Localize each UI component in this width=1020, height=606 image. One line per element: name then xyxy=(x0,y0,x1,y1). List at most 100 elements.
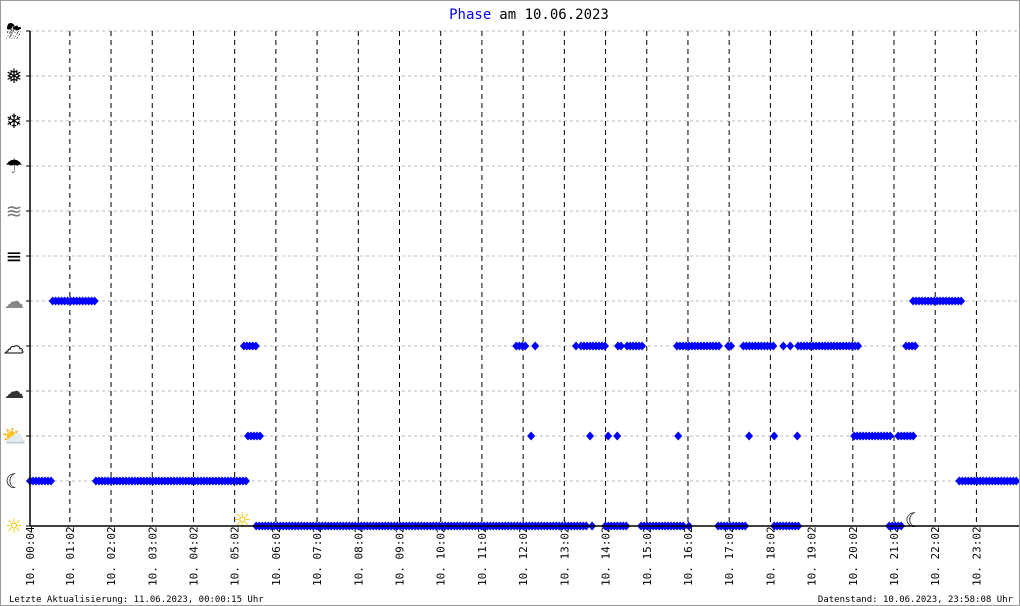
data-point xyxy=(638,341,647,351)
sun-icon: ☼ xyxy=(5,514,23,538)
data-point xyxy=(531,341,540,351)
data-state-text: Datenstand: 10.06.2023, 23:58:08 Uhr xyxy=(818,595,1014,605)
data-segment-cloud xyxy=(672,341,723,351)
data-segment-cloud xyxy=(576,341,609,351)
data-point xyxy=(714,341,723,351)
data-point xyxy=(1012,476,1019,486)
moon-icon: ☾ xyxy=(5,469,23,493)
data-point xyxy=(854,341,863,351)
data-segment-cloud xyxy=(572,341,581,351)
data-segment-cloud xyxy=(623,341,647,351)
sleet-icon: ❄ xyxy=(6,109,23,133)
data-segment-sun-behind-cloud xyxy=(674,431,683,441)
x-tick-label: 10. 00:04 xyxy=(24,526,37,586)
x-tick-label: 10. 10:02 xyxy=(435,526,448,586)
data-segment-cloud xyxy=(902,341,920,351)
data-point xyxy=(674,431,683,441)
data-segment-cloud xyxy=(779,341,788,351)
data-segment-cloud xyxy=(786,341,795,351)
data-point xyxy=(90,296,99,306)
chart-title-highlight: Phase xyxy=(449,7,491,23)
x-tick-label: 10. 11:02 xyxy=(476,526,489,586)
data-point xyxy=(255,431,264,441)
data-point xyxy=(886,431,895,441)
fog-icon: ≡ xyxy=(6,244,23,268)
data-point xyxy=(521,341,530,351)
data-point xyxy=(745,431,754,441)
sunset-moon-icon: ☾ xyxy=(905,508,923,532)
data-segment-overcast-cloud xyxy=(48,296,99,306)
data-point xyxy=(769,341,778,351)
data-point xyxy=(786,341,795,351)
data-point xyxy=(909,431,918,441)
x-tick-label: 10. 15:02 xyxy=(641,526,654,586)
data-segment-sun-behind-cloud xyxy=(613,431,622,441)
data-segment-sun-behind-cloud xyxy=(745,431,754,441)
data-point xyxy=(604,431,613,441)
x-tick-label: 10. 02:02 xyxy=(105,526,118,586)
x-tick-label: 10. 06:02 xyxy=(270,526,283,586)
data-segment-sun-behind-cloud xyxy=(793,431,802,441)
data-segment-cloud xyxy=(239,341,260,351)
data-segment-sun-behind-cloud xyxy=(604,431,613,441)
data-point xyxy=(241,476,250,486)
data-segment-sun-behind-cloud xyxy=(586,431,595,441)
x-tick-label: 10. 23:02 xyxy=(970,526,983,586)
x-tick-label: 10. 13:02 xyxy=(558,526,571,586)
moon-behind-cloud-icon: ☁ xyxy=(4,379,24,403)
cloud-icon: ☁ xyxy=(4,334,24,358)
chart-title: Phase am 10.06.2023 xyxy=(449,7,609,23)
data-segment-cloud xyxy=(794,341,863,351)
data-point xyxy=(793,431,802,441)
data-segment-cloud xyxy=(724,341,736,351)
data-segment-cloud xyxy=(531,341,540,351)
x-tick-label: 10. 09:02 xyxy=(394,526,407,586)
data-segment-sun-behind-cloud xyxy=(527,431,536,441)
x-tick-label: 10. 14:02 xyxy=(600,526,613,586)
data-point xyxy=(251,341,260,351)
chart-title-rest: am 10.06.2023 xyxy=(499,7,609,23)
data-segment-cloud xyxy=(739,341,778,351)
sunrise-sun-icon: ☼ xyxy=(233,508,251,532)
mist-icon: ≋ xyxy=(6,199,23,223)
data-point xyxy=(770,431,779,441)
x-tick-label: 10. 03:02 xyxy=(146,526,159,586)
x-tick-label: 10. 22:02 xyxy=(929,526,942,586)
data-point xyxy=(586,431,595,441)
data-point xyxy=(617,341,626,351)
x-tick-label: 10. 17:02 xyxy=(723,526,736,586)
data-segment-sun-behind-cloud xyxy=(850,431,895,441)
data-point xyxy=(727,341,736,351)
last-update-text: Letzte Aktualisierung: 11.06.2023, 00:00… xyxy=(9,595,264,605)
data-point xyxy=(779,341,788,351)
data-segment-cloud xyxy=(512,341,530,351)
x-tick-label: 10. 07:02 xyxy=(311,526,324,586)
overcast-cloud-icon: ☁ xyxy=(4,289,24,313)
data-segment-cloud xyxy=(614,341,626,351)
x-tick-label: 10. 20:02 xyxy=(847,526,860,586)
data-segment-moon xyxy=(91,476,250,486)
data-point xyxy=(957,296,966,306)
x-tick-label: 10. 12:02 xyxy=(517,526,530,586)
data-segment-sun-behind-cloud xyxy=(894,431,918,441)
snow-icon: ❅ xyxy=(6,64,23,88)
x-tick-label: 10. 16:02 xyxy=(682,526,695,586)
data-point xyxy=(527,431,536,441)
x-tick-label: 10. 19:02 xyxy=(806,526,819,586)
data-segment-sun-behind-cloud xyxy=(243,431,264,441)
thunderstorm-icon: ⛈ xyxy=(6,19,22,43)
data-point xyxy=(572,341,581,351)
x-tick-label: 10. 08:02 xyxy=(352,526,365,586)
rain-icon: ☂ xyxy=(5,154,23,178)
x-tick-label: 10. 18:02 xyxy=(764,526,777,586)
sun-behind-cloud-icon: ⛅ xyxy=(2,424,27,448)
x-tick-label: 10. 04:02 xyxy=(187,526,200,586)
data-point xyxy=(600,341,609,351)
data-segment-moon xyxy=(955,476,1019,486)
data-segment-overcast-cloud xyxy=(909,296,966,306)
x-tick-label: 10. 21:02 xyxy=(888,526,901,586)
x-tick-label: 10. 01:02 xyxy=(64,526,77,586)
data-point xyxy=(911,341,920,351)
